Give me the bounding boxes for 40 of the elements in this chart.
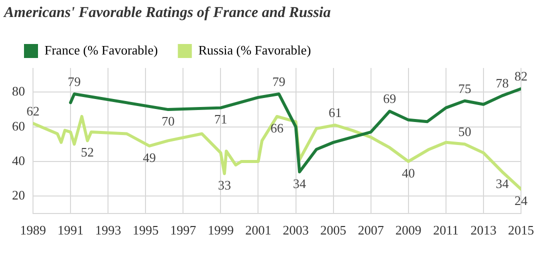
data-label: 66 <box>270 120 284 136</box>
data-label: 69 <box>383 91 396 106</box>
data-label: 75 <box>458 80 472 96</box>
data-label: 50 <box>458 124 472 140</box>
data-label: 34 <box>293 176 307 191</box>
data-label: 78 <box>496 76 509 91</box>
y-tick-label: 40 <box>12 152 25 168</box>
data-label: 49 <box>142 150 156 165</box>
y-tick-label: 80 <box>12 84 25 99</box>
data-label: 61 <box>328 105 342 120</box>
x-tick-label: 1989 <box>20 222 46 238</box>
x-tick-label: 2015 <box>508 222 534 238</box>
data-label: 62 <box>26 103 40 118</box>
x-tick-label: 1993 <box>95 222 122 238</box>
data-label: 52 <box>80 144 94 160</box>
data-label: 33 <box>218 178 231 193</box>
x-tick-label: 2003 <box>282 222 309 238</box>
chart-title: Americans' Favorable Ratings of France and Russia <box>3 4 332 21</box>
data-label: 82 <box>514 68 528 84</box>
x-tick-label: 2009 <box>395 222 422 238</box>
x-tick-label: 1999 <box>208 222 234 238</box>
x-tick-label: 1995 <box>132 222 159 238</box>
data-label: 79 <box>272 74 286 89</box>
data-label: 70 <box>162 113 175 128</box>
legend-label: France (% Favorable) <box>44 42 158 58</box>
x-tick-label: 2011 <box>433 222 459 238</box>
data-label: 24 <box>514 193 528 208</box>
y-tick-label: 60 <box>12 118 25 134</box>
x-tick-label: 1991 <box>58 222 84 238</box>
x-tick-label: 2005 <box>320 222 346 238</box>
x-tick-label: 2001 <box>245 222 272 238</box>
legend-label: Russia (% Favorable) <box>198 42 311 58</box>
data-label: 71 <box>214 112 228 127</box>
data-label: 34 <box>496 176 510 191</box>
x-tick-label: 1997 <box>170 222 197 238</box>
y-tick-label: 20 <box>12 188 25 203</box>
data-label: 40 <box>402 165 415 180</box>
x-tick-label: 2007 <box>358 222 384 238</box>
x-tick-label: 2013 <box>470 222 496 238</box>
data-label: 79 <box>68 74 81 89</box>
